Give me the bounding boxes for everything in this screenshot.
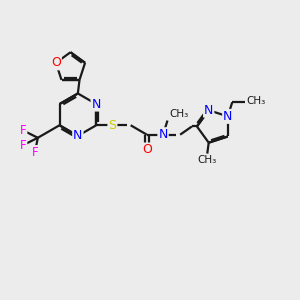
Text: F: F	[20, 139, 26, 152]
Text: F: F	[20, 124, 26, 137]
Text: N: N	[73, 129, 83, 142]
Text: S: S	[108, 119, 116, 132]
Text: CH₃: CH₃	[198, 155, 217, 165]
Text: N: N	[223, 110, 232, 123]
Text: F: F	[32, 146, 38, 159]
Text: O: O	[142, 143, 152, 157]
Text: N: N	[204, 104, 213, 117]
Text: CH₃: CH₃	[246, 96, 265, 106]
Text: CH₃: CH₃	[169, 109, 188, 119]
Text: N: N	[92, 98, 101, 111]
Text: O: O	[51, 56, 61, 69]
Text: N: N	[158, 128, 168, 141]
